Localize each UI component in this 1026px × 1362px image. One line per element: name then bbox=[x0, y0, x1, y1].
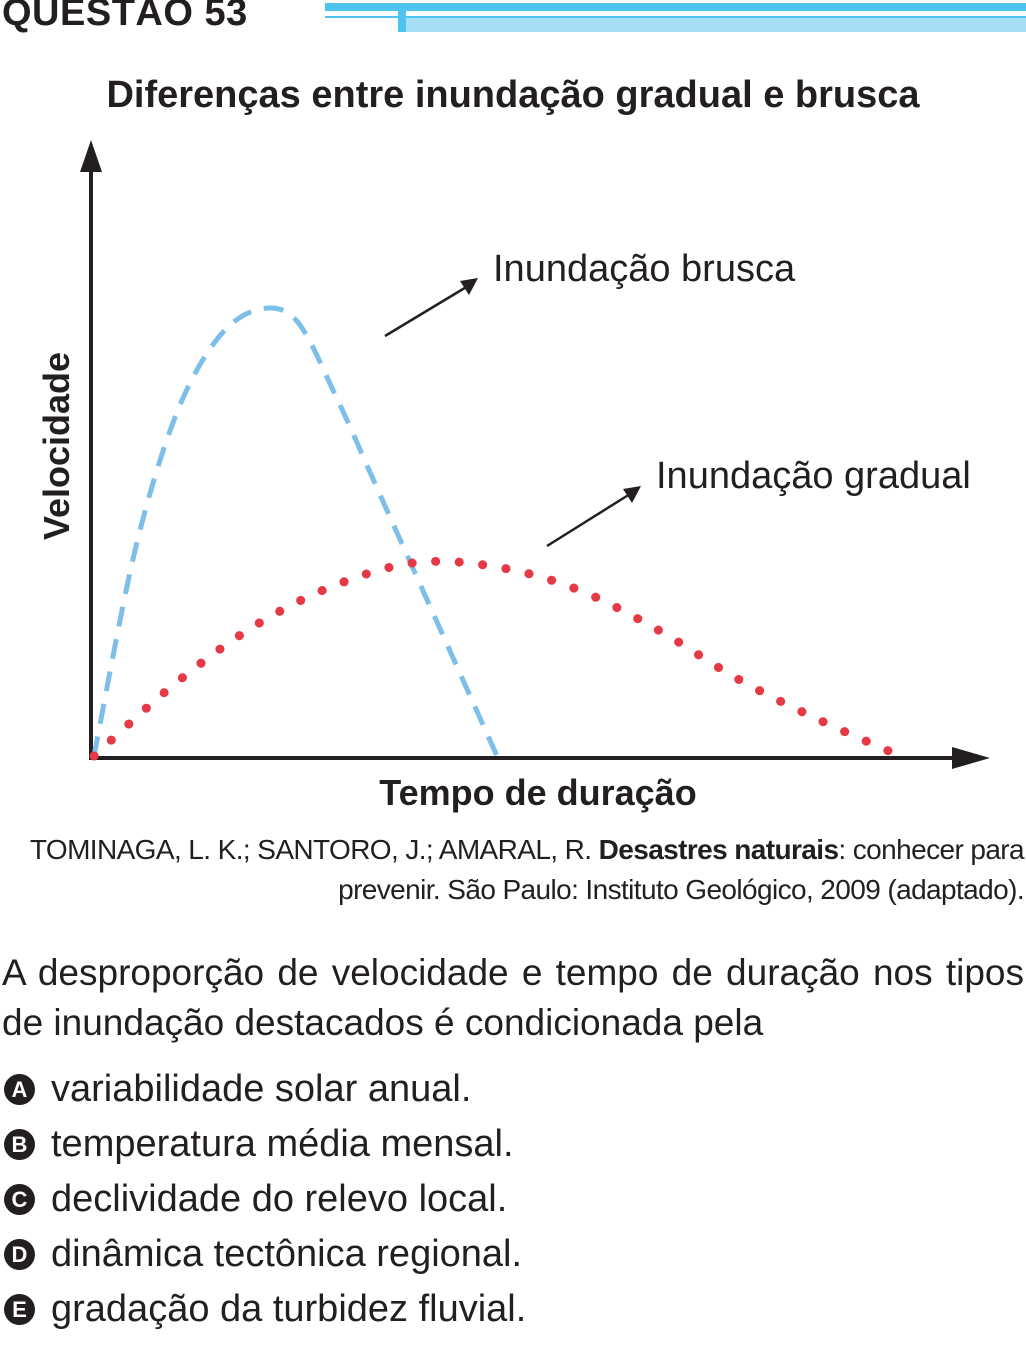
alternative-c-text: declividade do relevo local. bbox=[51, 1178, 508, 1220]
alternative-b[interactable]: B temperatura média mensal. bbox=[4, 1117, 526, 1172]
alternative-e[interactable]: E gradação da turbidez fluvial. bbox=[4, 1282, 526, 1337]
header-rule bbox=[325, 3, 1026, 11]
chart-axes bbox=[80, 140, 990, 769]
source-authors: TOMINAGA, L. K.; SANTORO, J.; AMARAL, R. bbox=[29, 834, 592, 865]
header-rule-thin bbox=[325, 16, 1026, 18]
y-axis-label: Velocidade bbox=[36, 351, 77, 541]
flood-chart bbox=[80, 140, 990, 769]
series-label-brusca: Inundação brusca bbox=[493, 248, 796, 290]
alternative-a-badge: A bbox=[4, 1074, 35, 1105]
alternative-d[interactable]: D dinâmica tectônica regional. bbox=[4, 1227, 526, 1282]
source-citation: TOMINAGA, L. K.; SANTORO, J.; AMARAL, R.… bbox=[4, 830, 1025, 910]
series-gradual-line bbox=[89, 556, 905, 761]
label-pointers bbox=[384, 278, 641, 548]
alternative-c-badge: C bbox=[4, 1184, 35, 1215]
gradual-pointer-line bbox=[546, 492, 631, 548]
brusca-pointer-arrow bbox=[460, 278, 478, 295]
question-title: QUESTÃO 53 bbox=[2, 0, 248, 34]
alternative-d-text: dinâmica tectônica regional. bbox=[51, 1233, 523, 1275]
header-rule-band bbox=[406, 18, 1026, 32]
question-stem: A desproporção de velocidade e tempo de … bbox=[2, 952, 1024, 1043]
header-rule-block bbox=[398, 11, 406, 32]
question-header: QUESTÃO 53 bbox=[0, 0, 1026, 40]
alternative-a-text: variabilidade solar anual. bbox=[51, 1068, 472, 1110]
alternative-d-badge: D bbox=[4, 1239, 35, 1270]
series-label-gradual: Inundação gradual bbox=[656, 455, 971, 497]
series-brusca-line bbox=[91, 305, 500, 758]
x-axis-arrow bbox=[952, 747, 990, 769]
alternative-e-text: gradação da turbidez fluvial. bbox=[51, 1288, 527, 1330]
brusca-pointer-line bbox=[384, 284, 469, 338]
alternative-b-text: temperatura média mensal. bbox=[51, 1123, 514, 1165]
y-axis-arrow bbox=[80, 140, 102, 172]
source-rest: : conhecer para prevenir. São Paulo: Ins… bbox=[338, 834, 1025, 905]
source-work: Desastres naturais bbox=[598, 834, 839, 865]
alternative-b-badge: B bbox=[4, 1129, 35, 1160]
x-axis-label: Tempo de duração bbox=[379, 772, 697, 813]
alternatives-list: A variabilidade solar anual. B temperatu… bbox=[4, 1062, 526, 1337]
alternative-c[interactable]: C declividade do relevo local. bbox=[4, 1172, 526, 1227]
gradual-pointer-arrow bbox=[623, 486, 641, 503]
chart-title: Diferenças entre inundação gradual e bru… bbox=[106, 74, 920, 116]
alternative-e-badge: E bbox=[4, 1294, 35, 1325]
alternative-a[interactable]: A variabilidade solar anual. bbox=[4, 1062, 526, 1117]
series-layer bbox=[89, 305, 905, 761]
